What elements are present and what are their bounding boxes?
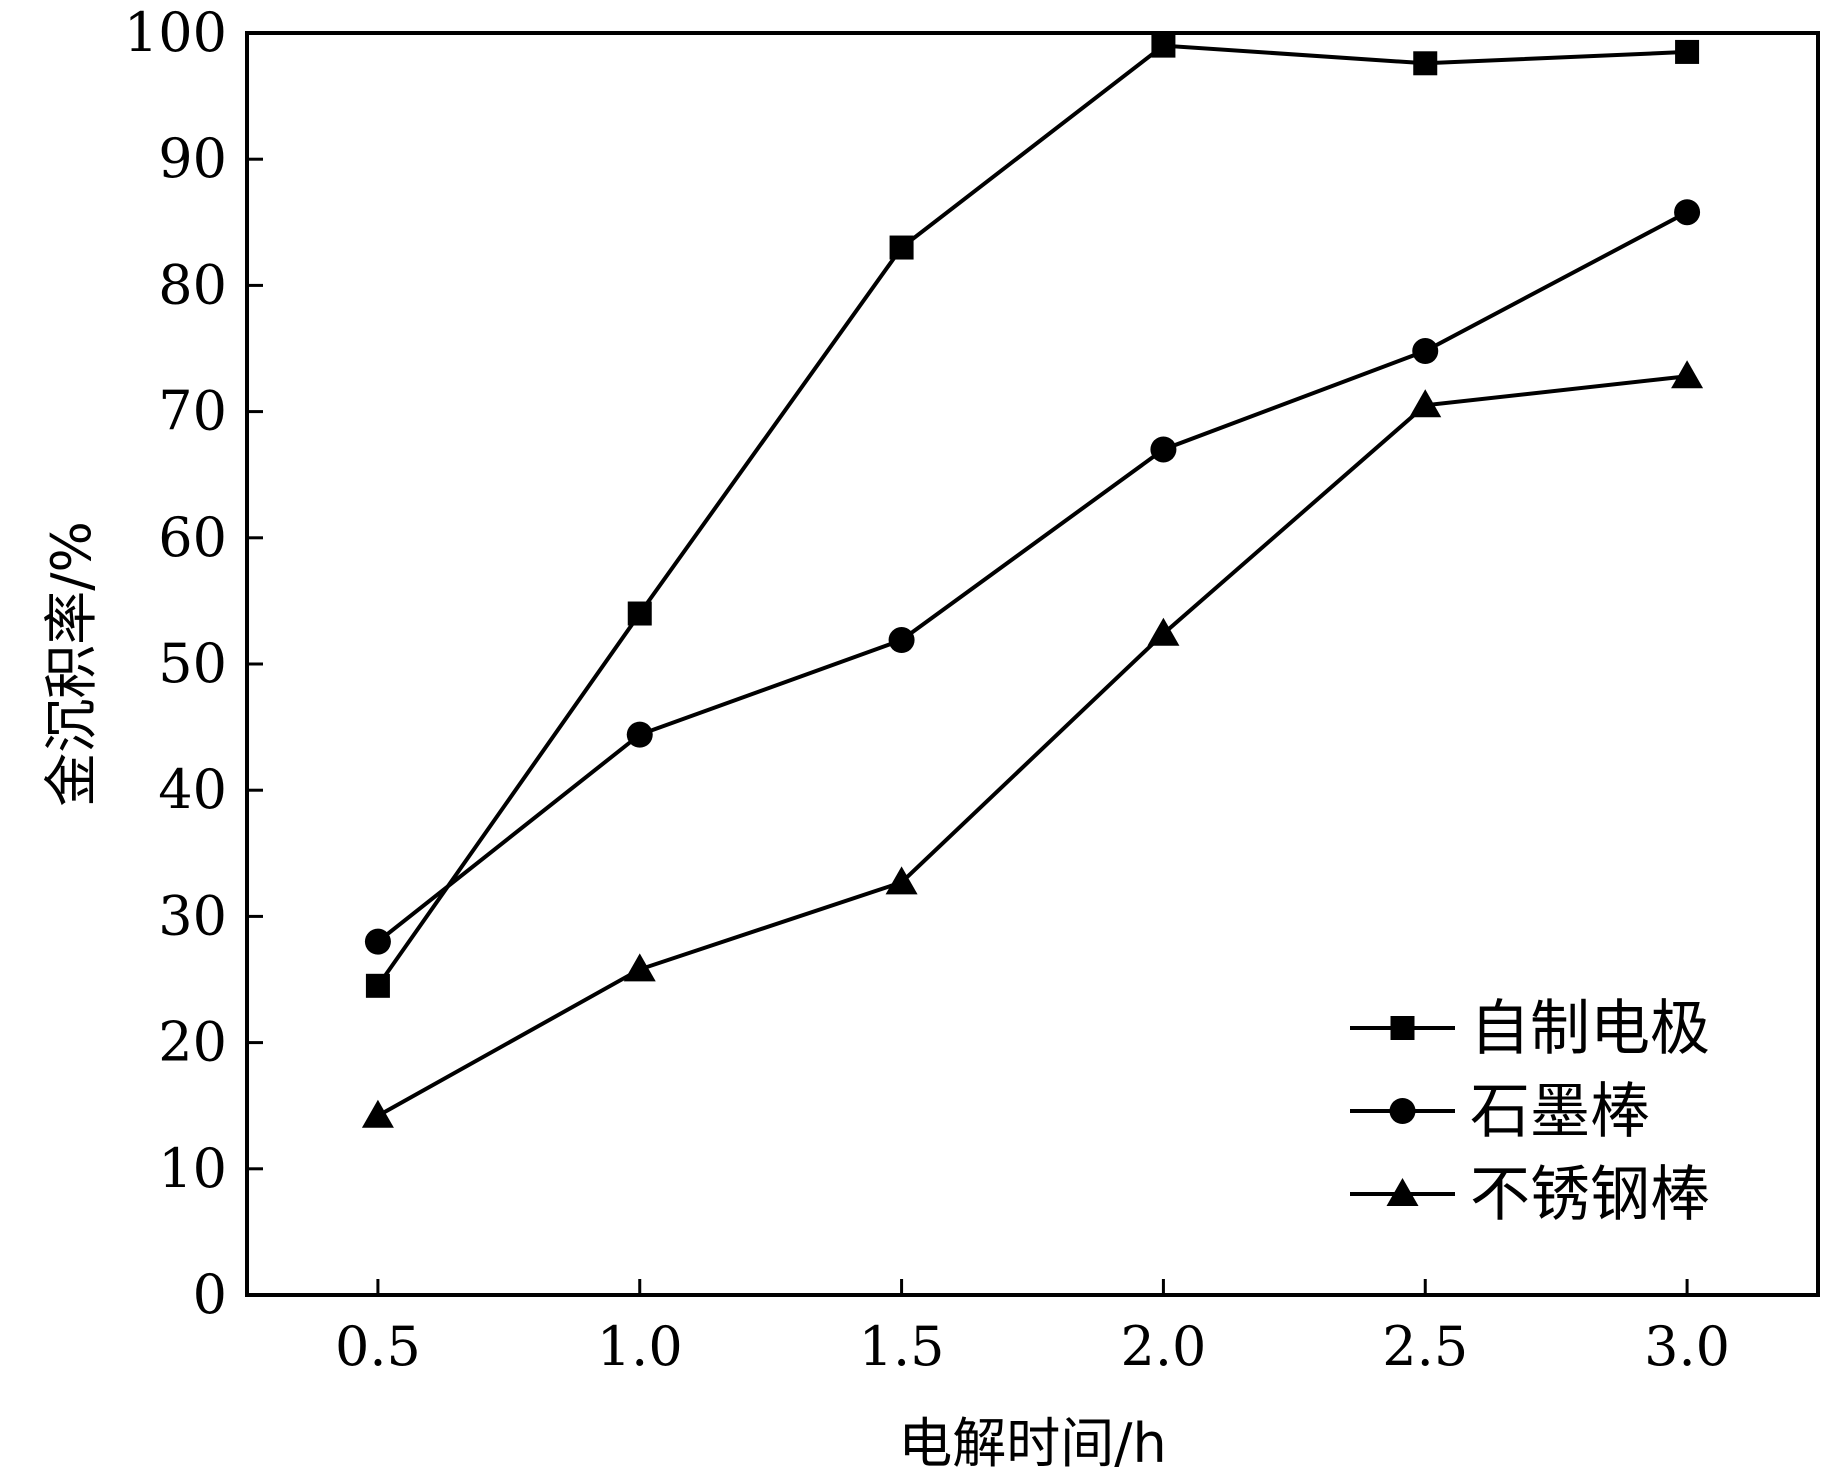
x-tick-label: 3.0 <box>1644 1315 1730 1378</box>
legend-item: 自制电极 <box>1350 994 1710 1064</box>
data-point <box>1413 51 1438 76</box>
data-point <box>1409 389 1442 418</box>
data-point <box>885 866 918 895</box>
y-tick-label: 40 <box>158 758 227 821</box>
series-layer <box>361 33 1704 1128</box>
x-tick-label: 0.5 <box>335 1315 421 1378</box>
x-axis-title: 电解时间/h <box>898 1412 1166 1475</box>
legend-item: 石墨棒 <box>1350 1077 1650 1147</box>
data-point <box>1147 617 1180 646</box>
series-circle <box>364 199 1701 955</box>
x-tick-label: 2.5 <box>1382 1315 1468 1378</box>
y-tick-label: 90 <box>158 127 227 190</box>
data-point <box>626 721 653 748</box>
y-tick-label: 20 <box>158 1011 227 1074</box>
y-tick-label: 80 <box>158 253 227 316</box>
legend-label: 自制电极 <box>1470 994 1710 1064</box>
data-point <box>888 627 915 654</box>
series-line <box>376 374 1688 1118</box>
y-tick-label: 60 <box>158 506 227 569</box>
series-square <box>365 33 1700 998</box>
data-point <box>1671 360 1704 389</box>
data-point <box>364 928 391 955</box>
legend-marker <box>1389 1098 1416 1124</box>
data-point <box>1675 39 1700 64</box>
series-line <box>376 210 1689 944</box>
y-tick-label: 0 <box>193 1263 227 1326</box>
y-axis-title: 金沉积率/% <box>40 521 103 807</box>
data-point <box>361 1099 394 1128</box>
y-axis: 0 10 20 30 40 50 60 70 80 90 100 <box>124 1 263 1326</box>
y-tick-label: 10 <box>158 1137 227 1200</box>
x-tick-label: 1.5 <box>859 1315 945 1378</box>
data-point <box>365 973 390 998</box>
series-triangle <box>361 360 1704 1128</box>
y-tick-label: 30 <box>158 884 227 947</box>
y-tick-label: 100 <box>124 1 227 64</box>
x-tick-label: 1.0 <box>597 1315 683 1378</box>
series-line <box>376 43 1688 987</box>
legend-label: 石墨棒 <box>1470 1077 1650 1147</box>
data-point <box>623 953 656 982</box>
data-point <box>889 235 914 260</box>
legend-label: 不锈钢棒 <box>1470 1160 1710 1230</box>
x-axis: 0.5 1.0 1.5 2.0 2.5 3.0 <box>335 1279 1730 1378</box>
x-tick-label: 2.0 <box>1120 1315 1206 1378</box>
legend-item: 不锈钢棒 <box>1350 1160 1710 1230</box>
y-tick-label: 50 <box>158 632 227 695</box>
data-point <box>1412 338 1439 365</box>
data-point <box>1151 33 1176 58</box>
legend-marker <box>1390 1016 1415 1040</box>
legend-marker <box>1386 1178 1419 1206</box>
data-point <box>1674 199 1701 226</box>
y-tick-label: 70 <box>158 380 227 443</box>
data-point <box>1150 436 1177 463</box>
data-point <box>627 601 652 626</box>
